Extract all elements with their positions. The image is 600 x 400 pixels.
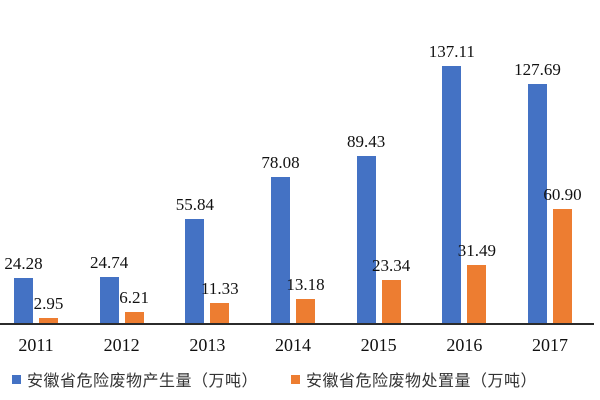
bar-production-2014	[271, 177, 290, 324]
bar-production-2017	[528, 83, 547, 324]
legend-item-disposal: 安徽省危险废物处置量（万吨）	[291, 368, 537, 390]
bar-production-2015	[356, 155, 376, 324]
value-label-production-2015: 89.43	[347, 131, 386, 151]
value-label-disposal-2015: 23.34	[372, 256, 411, 276]
x-tick-2017: 2017	[532, 335, 568, 355]
x-tick-2014: 2014	[275, 335, 311, 355]
x-tick-2011: 2011	[18, 335, 54, 355]
value-label-production-2013: 55.84	[175, 194, 214, 214]
legend-label-disposal: 安徽省危险废物处置量（万吨）	[306, 373, 538, 390]
bar-production-2013	[185, 218, 205, 324]
value-label-disposal-2016: 31.49	[457, 240, 496, 260]
bar-disposal-2014	[296, 299, 315, 324]
bar-disposal-2016	[467, 264, 487, 324]
x-tick-2016: 2016	[446, 335, 483, 355]
value-label-production-2011: 24.28	[4, 254, 43, 274]
bar-disposal-2011	[39, 318, 58, 324]
value-label-disposal-2017: 60.90	[543, 185, 582, 205]
value-label-production-2012: 24.74	[90, 253, 129, 273]
legend-item-production: 安徽省危险废物产生量（万吨）	[12, 368, 258, 390]
legend-swatch-disposal	[291, 374, 300, 384]
x-tick-2013: 2013	[189, 335, 226, 355]
legend-swatch-production	[12, 374, 21, 384]
bar-production-2011	[14, 278, 33, 324]
bar-disposal-2013	[210, 302, 230, 324]
bar-disposal-2015	[381, 280, 401, 324]
x-tick-2012: 2012	[103, 335, 140, 355]
x-tick-2015: 2015	[360, 335, 397, 355]
bar-production-2012	[99, 277, 119, 324]
value-label-disposal-2014: 13.18	[286, 275, 325, 295]
bar-production-2016	[442, 66, 462, 324]
bar-disposal-2012	[124, 312, 144, 324]
value-label-production-2014: 78.08	[261, 153, 300, 173]
bar-disposal-2017	[553, 209, 572, 324]
legend-label-production: 安徽省危险废物产生量（万吨）	[27, 373, 259, 390]
value-label-disposal-2013: 11.33	[201, 278, 239, 298]
value-label-production-2016: 137.11	[428, 42, 475, 61]
value-label-production-2017: 127.69	[514, 59, 561, 79]
value-label-disposal-2011: 2.95	[33, 294, 64, 314]
value-label-disposal-2012: 6.21	[119, 288, 150, 308]
x-axis-line	[0, 323, 594, 325]
